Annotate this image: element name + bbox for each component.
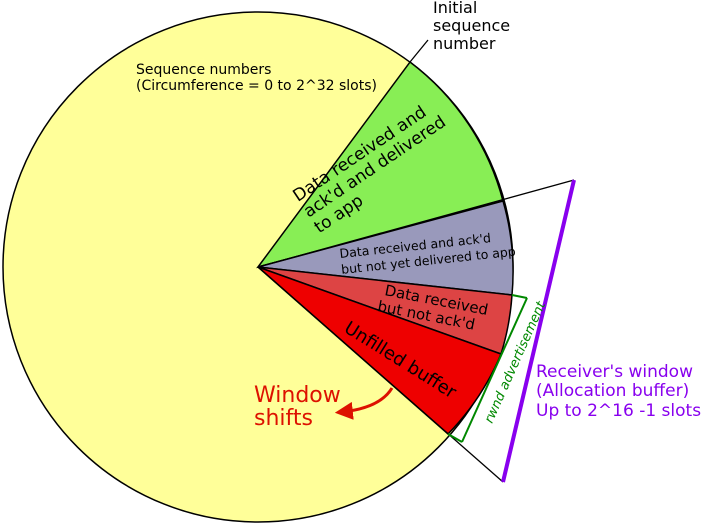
window-shift-arrow [334,387,394,420]
receiver-window-top-edge [257,266,504,483]
rwnd-tick-bottom [447,433,463,443]
isn-pointer-line [409,39,429,63]
circumference-label: (Circumference = 0 to 2^32 slots) [136,78,377,94]
isn-label-line-1: Initial [433,0,477,17]
receiver-window-label-line-1: Receiver's window [536,362,693,382]
sequence-numbers-label: Sequence numbers [136,62,271,78]
rwnd-advertisement-line [461,297,528,443]
receiver-window-left-edge [257,179,575,268]
isn-label-line-2: sequence [433,16,510,35]
window-shifts-label-line-1: Window [254,383,341,408]
isn-label-line-3: number [433,34,496,53]
rwnd-tick-top [511,294,528,299]
receiver-window-label-line-3: Up to 2^16 -1 slots [536,401,701,421]
receiver-window-label-line-2: (Allocation buffer) [536,381,689,401]
receiver-window-outer-edge [501,179,576,483]
window-shifts-label-line-2: shifts [254,406,313,431]
